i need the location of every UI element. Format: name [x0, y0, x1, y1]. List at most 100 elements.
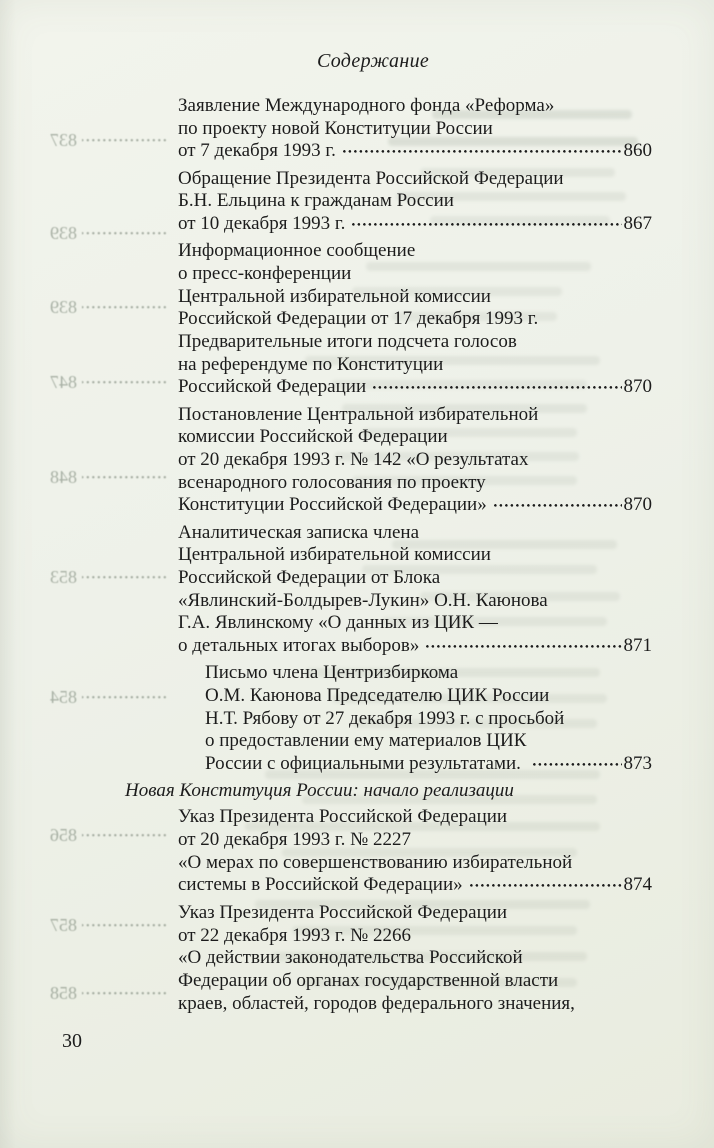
toc-line: от 22 декабря 1993 г. № 2266	[178, 925, 652, 948]
page-edge-shadow	[0, 0, 16, 1148]
toc-line-text: о детальных итогах выборов»	[178, 635, 420, 657]
toc-line: Новая Конституция России: начало реализа…	[125, 780, 652, 803]
toc-entry: Постановление Центральной избирательной к…	[178, 404, 652, 518]
toc-line: Указ Президента Российской Федерации	[178, 806, 652, 829]
toc-line-text: Новая Конституция России: начало реализа…	[125, 780, 514, 802]
toc-page-ref: 874	[623, 874, 653, 896]
toc-line: Г.А. Явлинскому «О данных из ЦИК —	[178, 612, 652, 635]
toc-line-text: от 20 декабря 1993 г. № 142 «О результат…	[178, 449, 529, 471]
page-number: 30	[62, 1030, 82, 1052]
toc-line-text: Указ Президента Российской Федерации	[178, 901, 508, 923]
toc-line-text: Центральной избирательной комиссии	[178, 285, 491, 307]
toc-page-ref: 870	[623, 376, 653, 398]
toc-line: от 20 декабря 1993 г. № 2227	[178, 829, 652, 852]
toc-line-text: России с официальными результатами.	[205, 753, 526, 775]
toc-line-text: Федерации об органах государственной вла…	[178, 970, 559, 992]
toc-line: о предоставлении ему материалов ЦИК	[205, 730, 652, 753]
toc-line: Письмо члена Центризбиркома	[205, 662, 652, 685]
toc-line-text: о предоставлении ему материалов ЦИК	[205, 730, 527, 752]
toc-line: Предварительные итоги подсчета голосов	[178, 331, 652, 354]
toc-line: Аналитическая записка члена	[178, 522, 652, 545]
toc-line: Российской Федерации 870	[178, 376, 652, 399]
toc-line: по проекту новой Конституции России	[178, 118, 652, 141]
toc-line-text: Информационное сообщение	[178, 240, 416, 262]
toc-line: России с официальными результатами. 873	[205, 753, 652, 776]
toc-line-text: на референдуме по Конституции	[178, 353, 444, 375]
toc-page-ref: 867	[623, 213, 653, 235]
toc-line-text: «О действии законодательства Российской	[178, 947, 523, 969]
toc-line: Б.Н. Ельцина к гражданам России	[178, 190, 652, 213]
toc-line-text: по проекту новой Конституции России	[178, 117, 493, 139]
toc-line-text: Центральной избирательной комиссии	[178, 544, 491, 566]
toc-line-text: Аналитическая записка члена	[178, 521, 420, 543]
toc-line: Н.Т. Рябову от 27 декабря 1993 г. с прос…	[205, 708, 652, 731]
toc-line-text: системы в Российской Федерации»	[178, 874, 463, 896]
toc-section-heading: Новая Конституция России: начало реализа…	[125, 780, 652, 803]
toc-line: Обращение Президента Российской Федераци…	[178, 168, 652, 191]
toc-line: Указ Президента Российской Федерации	[178, 902, 652, 925]
toc-page-ref: 871	[623, 635, 653, 657]
toc-line: комиссии Российской Федерации	[178, 426, 652, 449]
toc-entry: Письмо члена Центризбиркома О.М. Каюнова …	[205, 662, 652, 776]
toc-line: Российской Федерации от 17 декабря 1993 …	[178, 308, 652, 331]
toc-line: о пресс-конференции	[178, 263, 652, 286]
page-header: Содержание	[32, 50, 714, 73]
toc-line-text: Б.Н. Ельцина к гражданам России	[178, 190, 454, 212]
toc-line: всенародного голосования по проекту	[178, 472, 652, 495]
toc-entry: Аналитическая записка члена Центральной и…	[178, 522, 652, 658]
toc-line-text: Постановление Центральной избирательной	[178, 403, 539, 425]
toc-line-text: Г.А. Явлинскому «О данных из ЦИК —	[178, 612, 498, 634]
toc-page-ref: 873	[623, 753, 653, 775]
toc-line: от 10 декабря 1993 г. 867	[178, 213, 652, 236]
toc-line: на референдуме по Конституции	[178, 354, 652, 377]
toc-line: Российской Федерации от Блока	[178, 567, 652, 590]
toc-line-text: краев, областей, городов федерального зн…	[178, 992, 575, 1014]
toc-line-text: «Явлинский-Болдырев-Лукин» О.Н. Каюнова	[178, 589, 548, 611]
page-title: Содержание	[316, 50, 430, 72]
toc-line: краев, областей, городов федерального зн…	[178, 993, 652, 1016]
toc-line-text: Конституции Российской Федерации»	[178, 494, 487, 516]
toc-line-text: от 20 декабря 1993 г. № 2227	[178, 828, 411, 850]
toc-entry: Обращение Президента Российской Федераци…	[178, 168, 652, 236]
toc-entry: Информационное сообщение о пресс-конферен…	[178, 240, 652, 399]
toc-line-text: Н.Т. Рябову от 27 декабря 1993 г. с прос…	[205, 707, 565, 729]
toc-line: Заявление Международного фонда «Реформа»	[178, 95, 652, 118]
toc-line-text: от 7 декабря 1993 г.	[178, 140, 336, 162]
toc-line: Центральной избирательной комиссии	[178, 286, 652, 309]
toc-entry: Указ Президента Российской Федерации от 2…	[178, 806, 652, 897]
toc-line: системы в Российской Федерации» 874	[178, 874, 652, 897]
toc-line-text: Обращение Президента Российской Федераци…	[178, 167, 564, 189]
toc-line-text: Указ Президента Российской Федерации	[178, 806, 508, 828]
toc-line: от 7 декабря 1993 г. 860	[178, 140, 652, 163]
toc-line: «О действии законодательства Российской	[178, 947, 652, 970]
toc-line: «О мерах по совершенствованию избиратель…	[178, 852, 652, 875]
toc-line-text: комиссии Российской Федерации	[178, 426, 448, 448]
toc-entry: Заявление Международного фонда «Реформа»…	[178, 95, 652, 163]
toc-line-text: Российской Федерации от 17 декабря 1993 …	[178, 308, 539, 330]
toc-line-text: всенародного голосования по проекту	[178, 471, 486, 493]
toc-line-text: о пресс-конференции	[178, 262, 352, 284]
toc-page-ref: 870	[623, 494, 653, 516]
toc-line-text: от 10 декабря 1993 г.	[178, 213, 346, 235]
toc-line-text: О.М. Каюнова Председателю ЦИК России	[205, 685, 550, 707]
toc-line: о детальных итогах выборов» 871	[178, 635, 652, 658]
toc-page-ref: 860	[623, 140, 653, 162]
toc-line: Федерации об органах государственной вла…	[178, 970, 652, 993]
toc-line: «Явлинский-Болдырев-Лукин» О.Н. Каюнова	[178, 590, 652, 613]
toc-line-text: Письмо члена Центризбиркома	[205, 662, 459, 684]
toc-list: Заявление Международного фонда «Реформа»…	[0, 95, 652, 1020]
toc-line-text: Российской Федерации	[178, 376, 367, 398]
toc-line-text: Заявление Международного фонда «Реформа»	[178, 95, 555, 116]
toc-line: Центральной избирательной комиссии	[178, 544, 652, 567]
toc-line: Информационное сообщение	[178, 240, 652, 263]
toc-line-text: «О мерах по совершенствованию избиратель…	[178, 851, 573, 873]
toc-line: Конституции Российской Федерации» 870	[178, 494, 652, 517]
toc-line: от 20 декабря 1993 г. № 142 «О результат…	[178, 449, 652, 472]
toc-line-text: от 22 декабря 1993 г. № 2266	[178, 924, 411, 946]
toc-line-text: Предварительные итоги подсчета голосов	[178, 331, 517, 353]
toc-line: Постановление Центральной избирательной	[178, 404, 652, 427]
toc-line-text: Российской Федерации от Блока	[178, 567, 441, 589]
toc-line: О.М. Каюнова Председателю ЦИК России	[205, 685, 652, 708]
toc-entry: Указ Президента Российской Федерации от 2…	[178, 902, 652, 1016]
